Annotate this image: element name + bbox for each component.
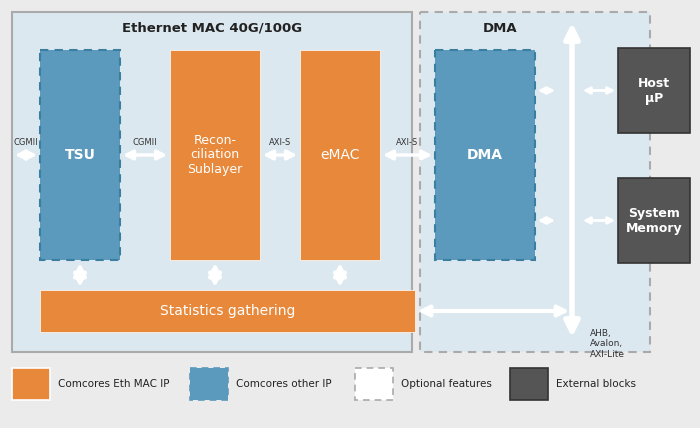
Text: System
Memory: System Memory — [626, 206, 682, 235]
Bar — [12, 12, 412, 352]
Text: AXI-S: AXI-S — [269, 138, 291, 147]
Bar — [618, 178, 690, 263]
Text: CGMII: CGMII — [133, 138, 158, 147]
Bar — [435, 50, 535, 260]
Bar — [300, 50, 380, 260]
Bar — [618, 48, 690, 133]
Text: External blocks: External blocks — [556, 379, 636, 389]
Bar — [420, 12, 650, 352]
Bar — [510, 368, 548, 400]
Text: DMA: DMA — [483, 21, 517, 35]
Text: CGMII: CGMII — [14, 138, 38, 147]
Text: Comcores Eth MAC IP: Comcores Eth MAC IP — [58, 379, 169, 389]
Text: Host
μP: Host μP — [638, 77, 670, 104]
Text: Statistics gathering: Statistics gathering — [160, 304, 295, 318]
Bar — [12, 368, 50, 400]
Bar — [190, 368, 228, 400]
Bar — [40, 50, 120, 260]
Text: eMAC: eMAC — [321, 148, 360, 162]
Bar — [170, 50, 260, 260]
Bar — [355, 368, 393, 400]
Text: Recon-
ciliation
Sublayer: Recon- ciliation Sublayer — [188, 134, 243, 176]
Text: TSU: TSU — [64, 148, 95, 162]
Text: AXI-S: AXI-S — [396, 138, 419, 147]
Text: Optional features: Optional features — [401, 379, 492, 389]
Text: DMA: DMA — [467, 148, 503, 162]
Text: Ethernet MAC 40G/100G: Ethernet MAC 40G/100G — [122, 21, 302, 35]
Bar — [40, 290, 415, 332]
Text: Comcores other IP: Comcores other IP — [236, 379, 332, 389]
Text: AHB,
Avalon,
AXI-Lite: AHB, Avalon, AXI-Lite — [590, 329, 625, 359]
